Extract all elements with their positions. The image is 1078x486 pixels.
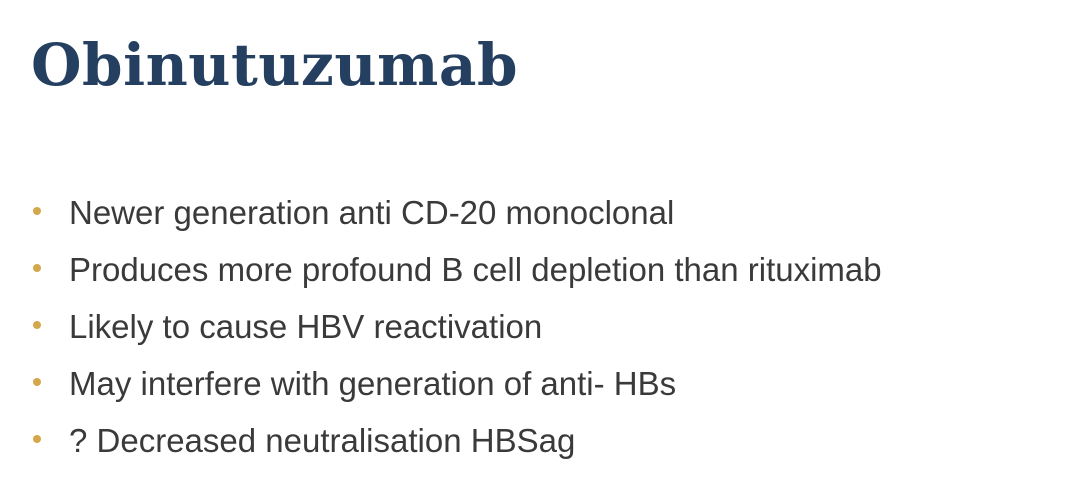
bullet-text: Likely to cause HBV reactivation — [69, 308, 543, 345]
bullet-text: Newer generation anti CD-20 monoclonal — [69, 194, 675, 231]
bullet-dot-icon — [33, 264, 41, 272]
bullet-dot-icon — [33, 207, 41, 215]
bullet-text: May interfere with generation of anti- H… — [69, 365, 677, 402]
bullet-dot-icon — [33, 321, 41, 329]
bullet-text: ? Decreased neutralisation HBSag — [69, 422, 576, 459]
bullet-text: Produces more profound B cell depletion … — [69, 251, 882, 288]
bullet-dot-icon — [33, 378, 41, 386]
slide-title: Obinutuzumab — [31, 31, 519, 99]
bullet-dot-icon — [33, 435, 41, 443]
